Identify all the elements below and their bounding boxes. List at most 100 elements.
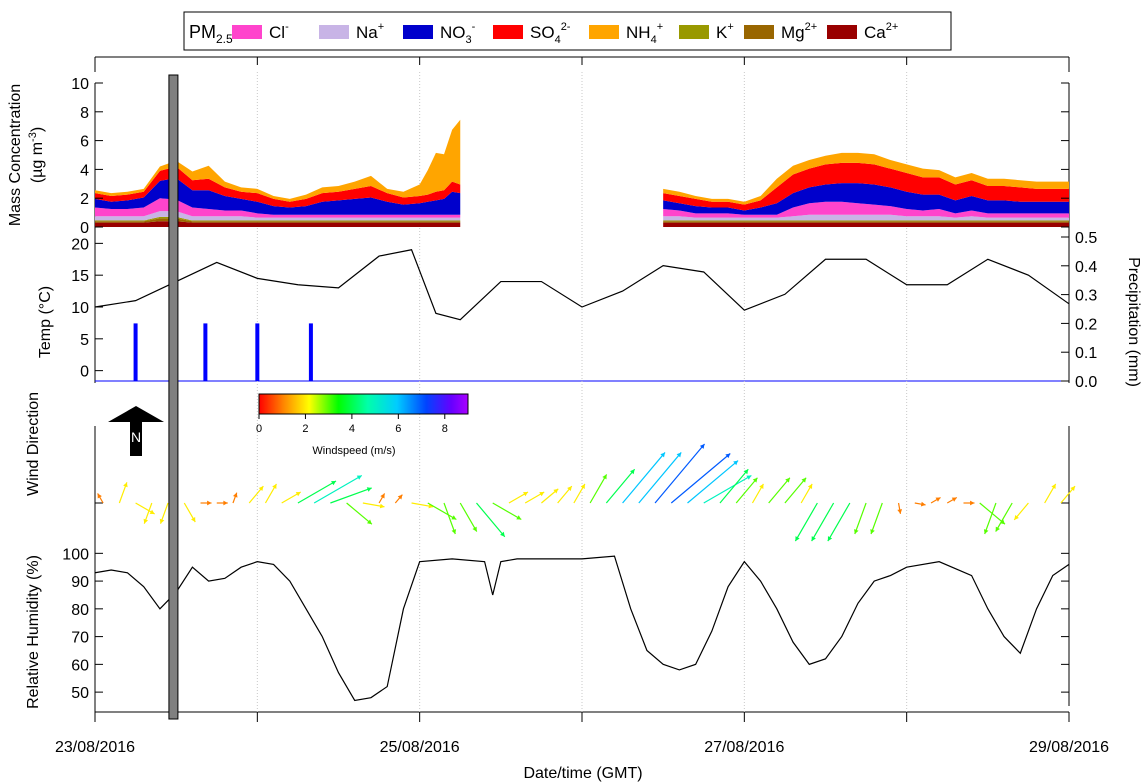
wind-ylabel: Wind Direction xyxy=(25,392,42,496)
colorbar-tick-label-1: 2 xyxy=(302,423,308,435)
temp-ylabel: Temp (°C) xyxy=(37,286,54,358)
wind-arrowhead-33 xyxy=(676,452,682,458)
rh-ytick-label-1: 60 xyxy=(71,657,89,674)
rh-ytick-label-2: 70 xyxy=(71,630,89,647)
precip-ytick-label-5: 0.5 xyxy=(1075,230,1097,247)
colorbar-tick-label-0: 0 xyxy=(256,423,262,435)
xtick-label-4: 27/08/2016 xyxy=(704,739,784,756)
mass-ytick-label-1: 2 xyxy=(80,191,89,208)
wind-arrowhead-7 xyxy=(223,500,228,506)
wind-arrowhead-44 xyxy=(795,536,800,542)
wind-arrowhead-45 xyxy=(811,536,816,542)
wind-arrowhead-49 xyxy=(897,509,903,514)
legend-swatch-2 xyxy=(403,25,433,39)
wind-arrowhead-48 xyxy=(870,529,875,535)
legend-swatch-5 xyxy=(679,25,709,39)
highlight-bar xyxy=(168,74,179,720)
area-a-Mg2 xyxy=(95,218,461,223)
rh-ytick-label-3: 80 xyxy=(71,602,89,619)
area-b-Mg2 xyxy=(663,221,1069,223)
precip-ylabel: Precipitation (mm) xyxy=(1125,257,1142,387)
wind-arrowhead-37 xyxy=(746,475,752,480)
temp-ytick-label-3: 15 xyxy=(71,268,89,285)
wind-arrowhead-16 xyxy=(379,503,385,509)
wind-arrowhead-18 xyxy=(397,494,403,500)
legend-swatch-4 xyxy=(589,25,619,39)
mass-ytick-label-5: 10 xyxy=(71,76,89,93)
legend-swatch-0 xyxy=(232,25,262,39)
mass-ytick-label-3: 6 xyxy=(80,134,89,151)
temperature-line xyxy=(94,249,1070,321)
wind-arrowhead-4 xyxy=(159,518,165,524)
area-b-SO42 xyxy=(663,162,1069,211)
wind-arrowhead-24 xyxy=(516,515,522,520)
wind-arrowhead-32 xyxy=(660,452,666,458)
area-b-Na xyxy=(663,214,1069,221)
temp-ytick-label-4: 20 xyxy=(71,236,89,253)
wind-vector-23 xyxy=(476,502,506,538)
rh-panel xyxy=(94,555,1070,702)
wind-arrowhead-13 xyxy=(356,475,362,480)
legend-label-4: NH4+ xyxy=(626,21,663,46)
mass-ylabel-line1: Mass Concentration xyxy=(7,84,24,226)
wind-vector-15 xyxy=(346,502,373,525)
mass-ytick-label-0: 0 xyxy=(80,220,89,237)
mass-stacked-areas xyxy=(95,119,1069,227)
legend-label-6: Mg2+ xyxy=(781,21,817,42)
wind-vector-20 xyxy=(427,502,457,521)
wind-arrowhead-36 xyxy=(733,460,739,466)
wind-vector-35 xyxy=(670,453,731,504)
wind-arrowhead-17 xyxy=(380,493,385,499)
wind-arrowhead-39 xyxy=(752,477,758,483)
rh-ytick-label-0: 50 xyxy=(71,685,89,702)
wind-vector-24 xyxy=(492,502,522,521)
precip-ytick-label-2: 0.2 xyxy=(1075,316,1097,333)
legend-label-7: Ca2+ xyxy=(864,21,898,42)
wind-arrowhead-46 xyxy=(827,536,833,542)
wind-arrowhead-25 xyxy=(523,492,529,497)
mass-ytick-label-2: 4 xyxy=(80,162,89,179)
rh-line xyxy=(94,555,1070,702)
precip-ytick-label-3: 0.3 xyxy=(1075,288,1097,305)
wind-arrowhead-52 xyxy=(951,497,957,502)
area-a-Ca2 xyxy=(95,221,461,227)
area-b-K xyxy=(663,220,1069,222)
temp-ytick-label-1: 5 xyxy=(80,332,89,349)
xtick-label-0: 23/08/2016 xyxy=(55,739,135,756)
wind-arrowhead-40 xyxy=(759,483,764,489)
precip-bar-0 xyxy=(133,323,138,381)
wind-arrowhead-50 xyxy=(920,501,926,507)
wind-arrowhead-55 xyxy=(983,529,989,535)
mass-ylabel-line2: (µg m-3) xyxy=(27,127,46,183)
wind-arrowhead-3 xyxy=(143,518,149,524)
precip-ytick-label-1: 0.1 xyxy=(1075,345,1097,362)
wind-arrowhead-51 xyxy=(935,497,941,502)
precip-bar-2 xyxy=(255,323,260,381)
wind-arrowhead-28 xyxy=(567,486,572,492)
north-label: N xyxy=(131,429,141,445)
xtick-label-2: 25/08/2016 xyxy=(380,739,460,756)
colorbar: 0 2 4 6 8 Windspeed (m/s) xyxy=(256,393,469,457)
wind-vector-44 xyxy=(794,502,818,542)
temp-ytick-label-0: 0 xyxy=(80,364,89,381)
wind-arrowhead-57 xyxy=(1014,514,1019,520)
temp-ytick-label-2: 10 xyxy=(71,300,89,317)
colorbar-tick-label-2: 4 xyxy=(349,423,355,435)
wind-arrowhead-8 xyxy=(232,492,238,498)
wind-arrowhead-53 xyxy=(970,500,975,506)
wind-arrowhead-0 xyxy=(97,493,102,499)
wind-arrowhead-31 xyxy=(629,469,635,475)
wind-arrowhead-20 xyxy=(451,515,457,520)
area-a-NO3 xyxy=(95,178,461,215)
wind-arrowhead-56 xyxy=(995,526,1000,532)
wind-panel xyxy=(97,443,1076,542)
colorbar-label: Windspeed (m/s) xyxy=(312,445,395,457)
axes: 0246810051015200.00.10.20.30.40.55060708… xyxy=(55,57,1109,756)
wind-arrowhead-41 xyxy=(785,477,790,483)
wind-arrowhead-35 xyxy=(725,453,731,459)
area-a-SO42 xyxy=(95,166,461,208)
temperature-panel xyxy=(94,249,1070,381)
wind-arrowhead-10 xyxy=(272,483,277,489)
wind-arrowhead-15 xyxy=(366,519,372,525)
wind-arrowhead-43 xyxy=(807,483,813,489)
